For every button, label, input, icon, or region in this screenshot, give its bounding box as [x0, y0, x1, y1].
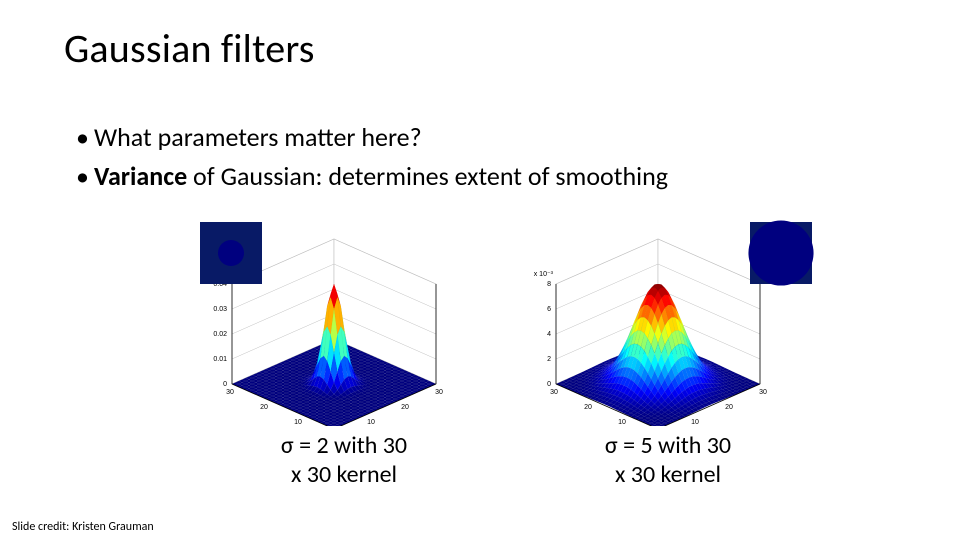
svg-text:10: 10	[367, 419, 375, 426]
svg-text:0: 0	[547, 381, 551, 388]
svg-text:4: 4	[547, 331, 551, 338]
svg-text:0: 0	[223, 381, 227, 388]
svg-text:x 10⁻³: x 10⁻³	[534, 271, 554, 278]
caption-line: x 30 kernel	[615, 460, 721, 489]
gaussian-3d-sigma-5: 02468x 10⁻³30201003020100	[518, 216, 818, 426]
svg-text:2: 2	[547, 356, 551, 363]
svg-text:30: 30	[550, 389, 558, 396]
bullet-item: •Variance of Gaussian: determines extent…	[76, 159, 900, 194]
svg-text:30: 30	[435, 389, 443, 396]
caption-sigma-5: σ = 5 with 30 x 30 kernel	[518, 432, 818, 490]
bullet-dot: •	[76, 120, 94, 155]
svg-text:20: 20	[725, 404, 733, 411]
svg-text:0.03: 0.03	[213, 306, 227, 313]
bullet-dot: •	[76, 159, 94, 194]
caption-row: σ = 2 with 30 x 30 kernel σ = 5 with 30 …	[186, 432, 826, 490]
svg-text:20: 20	[584, 404, 592, 411]
gaussian-3d-sigma-2: 00.010.020.030.0430201003020100	[194, 216, 494, 426]
svg-text:10: 10	[691, 419, 699, 426]
svg-text:20: 20	[401, 404, 409, 411]
svg-text:10: 10	[294, 419, 302, 426]
svg-text:0.02: 0.02	[213, 331, 227, 338]
figure-row: 00.010.020.030.0430201003020100 02468x 1…	[186, 216, 826, 426]
svg-text:6: 6	[547, 306, 551, 313]
svg-text:10: 10	[618, 419, 626, 426]
slide: Gaussian filters •What parameters matter…	[0, 0, 960, 540]
svg-text:0.01: 0.01	[213, 356, 227, 363]
svg-text:20: 20	[260, 404, 268, 411]
bullet-text: of Gaussian: determines extent of smooth…	[187, 160, 668, 192]
caption-line: σ = 2 with 30	[281, 431, 407, 460]
caption-line: x 30 kernel	[291, 460, 397, 489]
svg-text:8: 8	[547, 281, 551, 288]
bullet-text-bold: Variance	[94, 160, 187, 192]
bullet-list: •What parameters matter here? •Variance …	[76, 120, 900, 198]
bullet-text: What parameters matter here?	[94, 121, 422, 153]
bullet-item: •What parameters matter here?	[76, 120, 900, 155]
svg-text:30: 30	[226, 389, 234, 396]
caption-line: σ = 5 with 30	[605, 431, 731, 460]
svg-text:30: 30	[759, 389, 767, 396]
page-title: Gaussian filters	[64, 24, 315, 73]
caption-sigma-2: σ = 2 with 30 x 30 kernel	[194, 432, 494, 490]
slide-credit: Slide credit: Kristen Grauman	[12, 520, 154, 534]
